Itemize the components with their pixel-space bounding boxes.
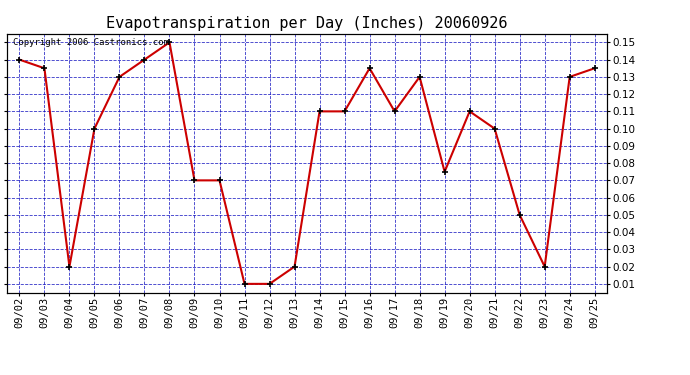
Title: Evapotranspiration per Day (Inches) 20060926: Evapotranspiration per Day (Inches) 2006…: [106, 16, 508, 31]
Text: Copyright 2006 Castronics.com: Copyright 2006 Castronics.com: [13, 38, 169, 46]
